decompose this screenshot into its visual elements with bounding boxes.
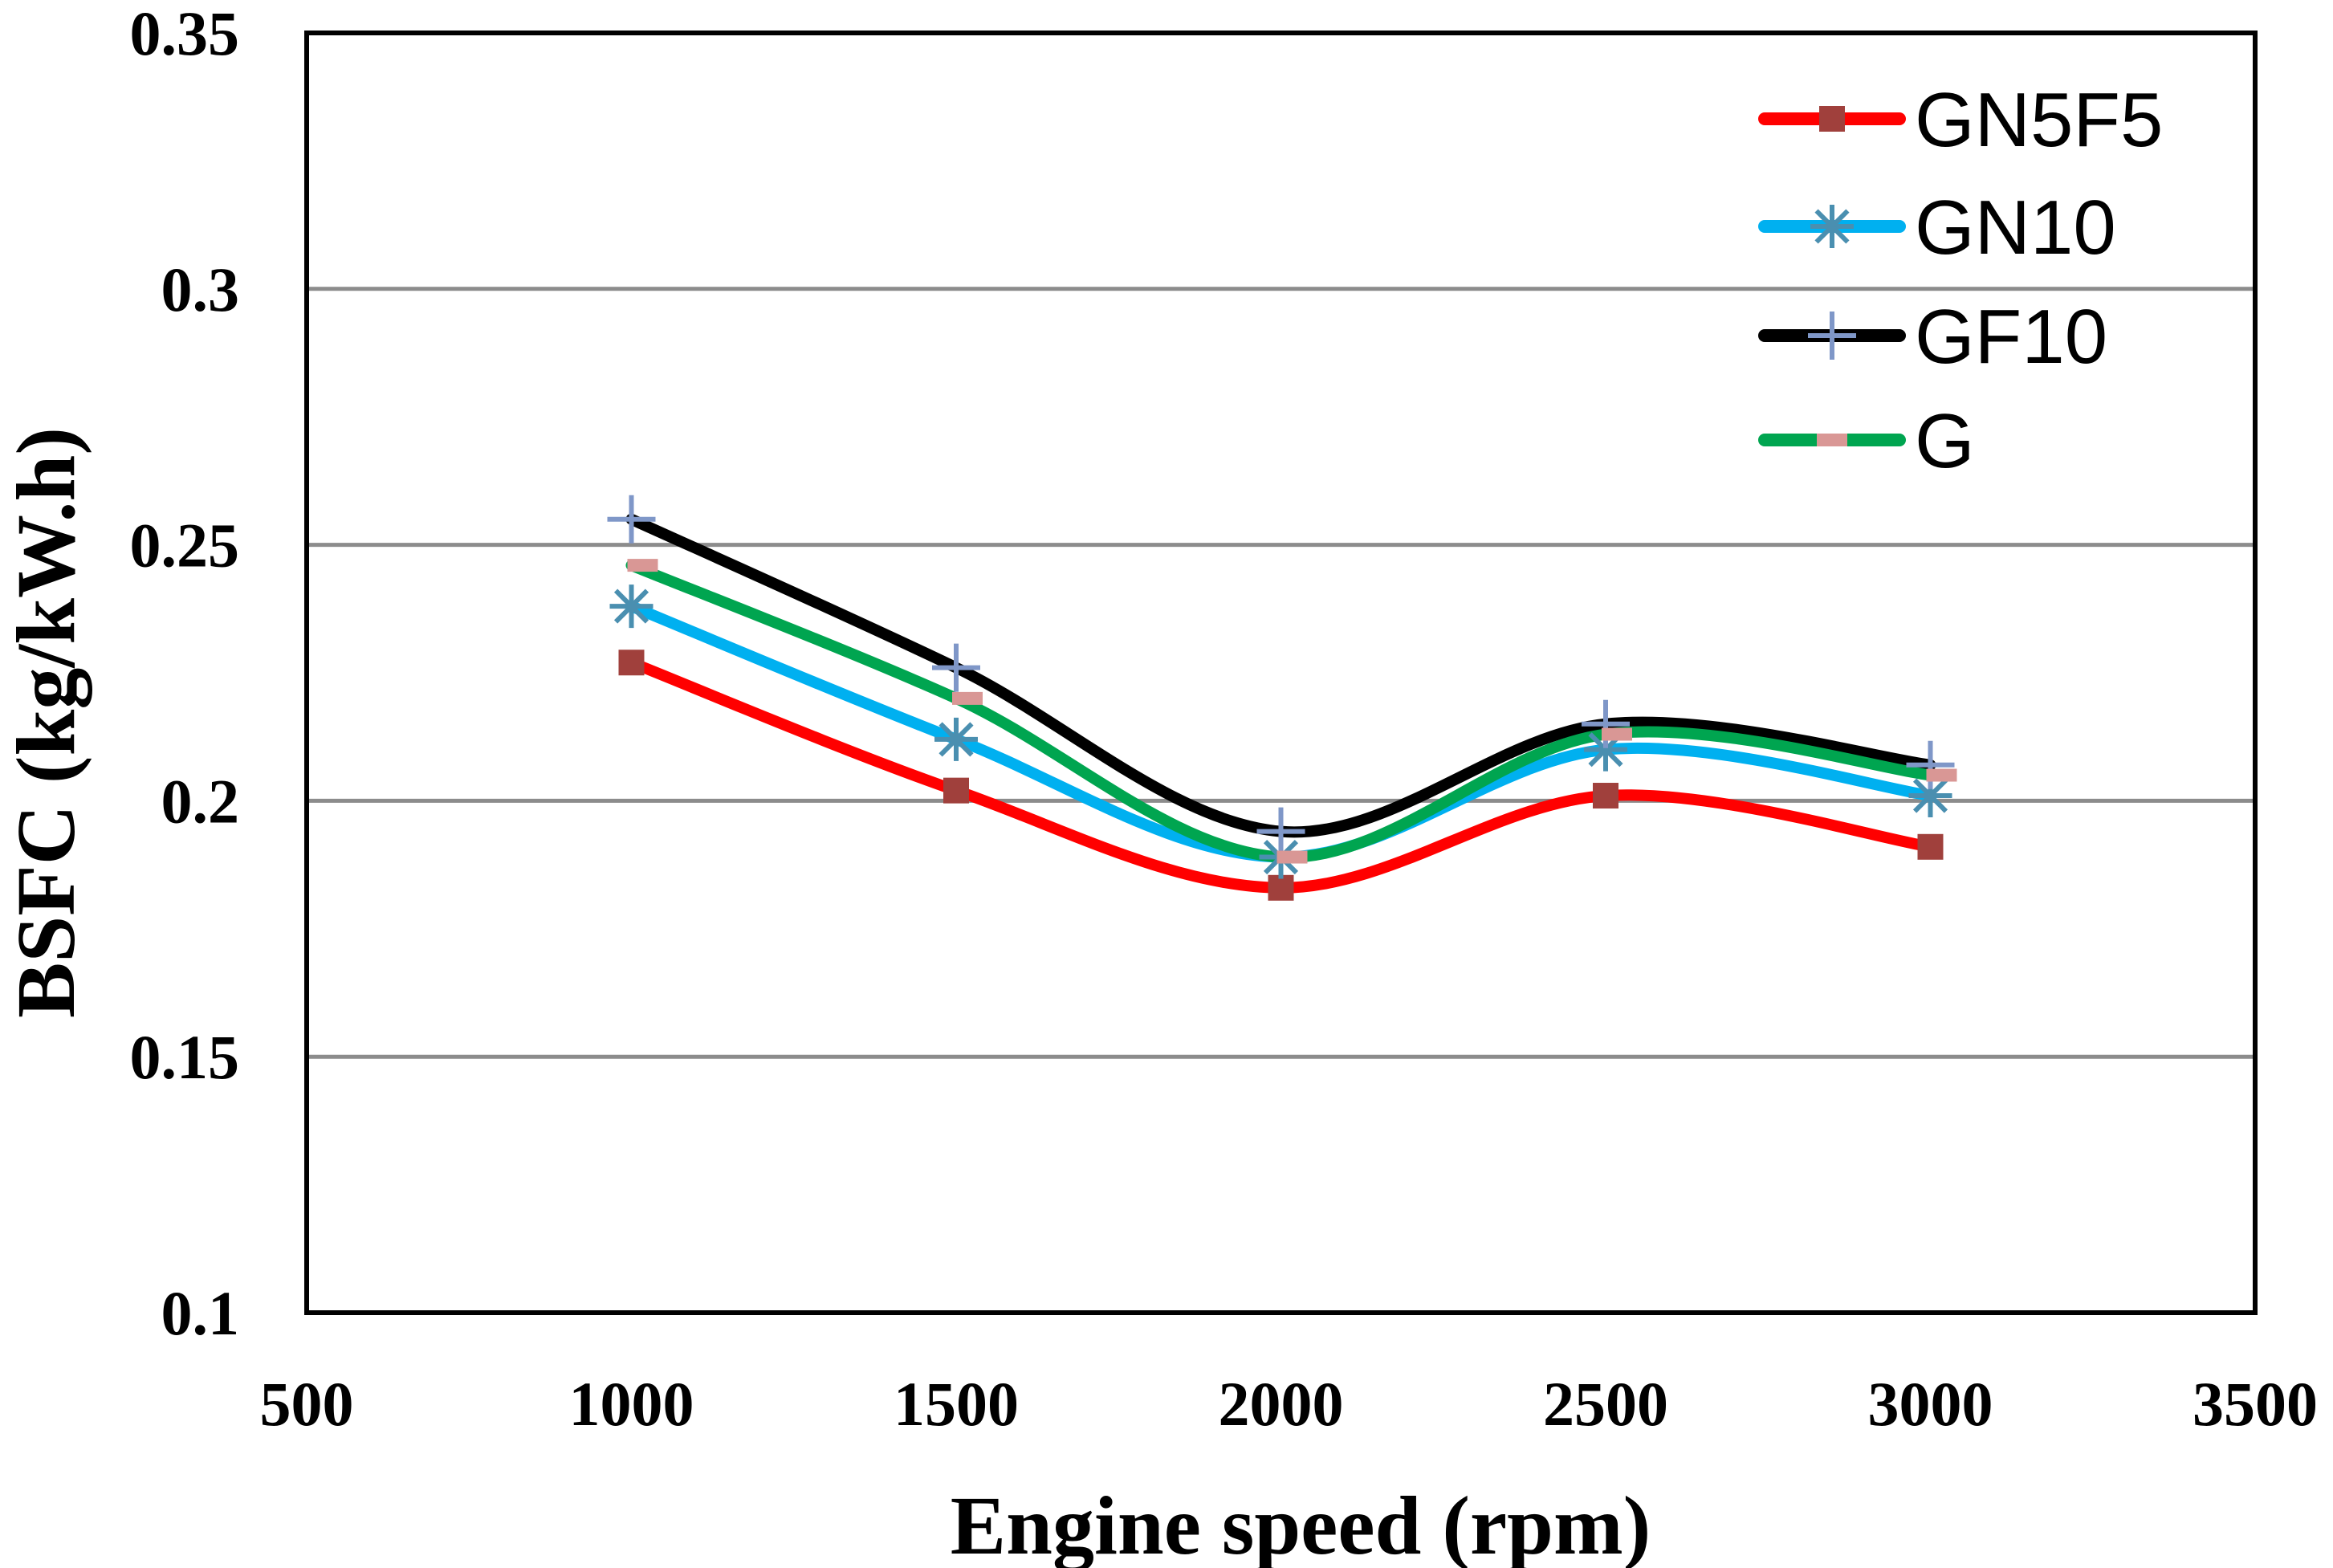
y-tick-label: 0.3 xyxy=(161,255,240,324)
data-point-gn10 xyxy=(1908,774,1952,818)
legend-label: GN5F5 xyxy=(1915,77,2163,163)
x-axis-title: Engine speed (rpm) xyxy=(951,1480,1651,1568)
legend-label: GF10 xyxy=(1915,294,2107,380)
y-axis-ticks: 0.1 0.15 0.2 0.25 0.3 0.35 xyxy=(130,0,240,1348)
y-tick-label: 0.35 xyxy=(130,0,240,68)
x-axis-ticks: 500 1000 1500 2000 2500 3000 3500 xyxy=(260,1369,2319,1439)
data-point-gn10 xyxy=(609,584,653,629)
legend-item-gn5f5: GN5F5 xyxy=(1758,77,2163,163)
y-tick-label: 0.1 xyxy=(161,1278,240,1348)
data-point-gf10 xyxy=(1256,807,1305,856)
legend: GN5F5 GN10 GF10 G xyxy=(1758,77,2163,484)
data-point-gn5f5 xyxy=(1268,874,1294,901)
x-tick-label: 2000 xyxy=(1219,1369,1344,1439)
data-point-g xyxy=(1276,850,1308,864)
legend-label: GN10 xyxy=(1915,185,2116,271)
series-markers xyxy=(607,495,1957,901)
legend-item-gf10: GF10 xyxy=(1758,294,2107,380)
data-point-gn5f5 xyxy=(943,777,969,804)
data-point-g xyxy=(627,559,658,572)
legend-marker xyxy=(1819,106,1845,132)
x-tick-label: 1000 xyxy=(569,1369,694,1439)
data-point-g xyxy=(1602,727,1632,741)
legend-marker xyxy=(1808,312,1856,360)
x-tick-label: 500 xyxy=(260,1369,354,1439)
data-point-gn5f5 xyxy=(618,650,645,676)
x-tick-label: 3500 xyxy=(2193,1369,2318,1439)
x-tick-label: 3000 xyxy=(1868,1369,1993,1439)
legend-item-g: G xyxy=(1758,398,1975,484)
y-axis-title: BSFC (kg/kW.h) xyxy=(0,427,92,1018)
legend-item-gn10: GN10 xyxy=(1758,185,2116,271)
data-point-gf10 xyxy=(607,495,656,544)
data-point-g xyxy=(1926,768,1957,782)
x-tick-label: 1500 xyxy=(894,1369,1019,1439)
legend-marker xyxy=(1817,434,1847,446)
y-tick-label: 0.15 xyxy=(130,1022,240,1092)
legend-marker xyxy=(1810,205,1854,248)
data-point-gn10 xyxy=(934,717,978,761)
data-point-g xyxy=(952,691,983,705)
y-tick-label: 0.25 xyxy=(130,511,240,580)
data-point-gn5f5 xyxy=(1917,833,1944,860)
y-tick-label: 0.2 xyxy=(161,766,240,836)
data-point-gf10 xyxy=(932,643,980,692)
legend-label: G xyxy=(1915,398,1975,484)
data-point-gn5f5 xyxy=(1593,783,1618,809)
x-tick-label: 2500 xyxy=(1543,1369,1668,1439)
plot-area-frame xyxy=(304,31,2258,1315)
